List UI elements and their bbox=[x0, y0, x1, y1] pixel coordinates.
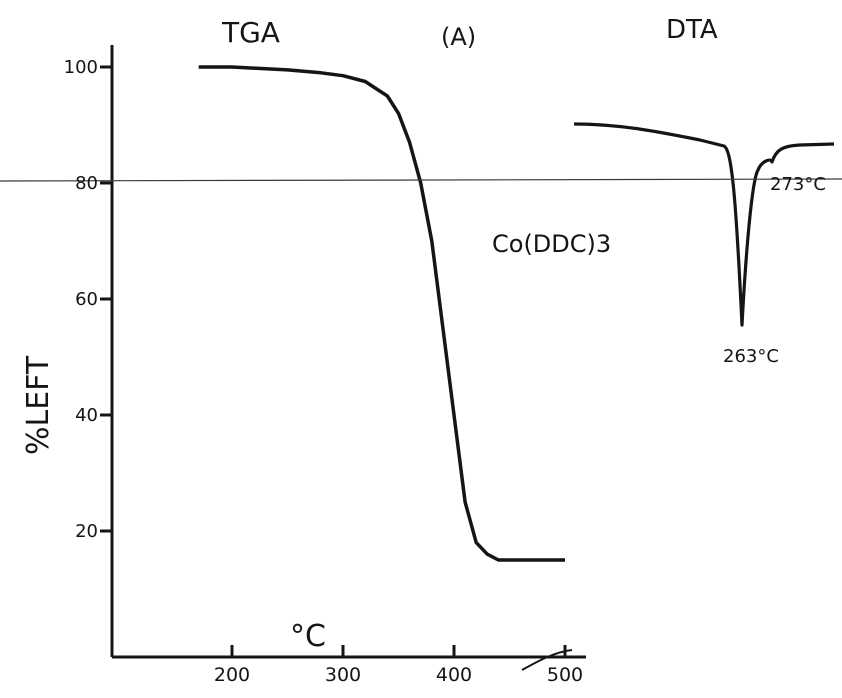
xlabel: °C bbox=[290, 619, 326, 654]
y-tick-label: 80 bbox=[75, 173, 98, 194]
labels-group: TGA (A) DTA Co(DDC)3 °C %LEFT 263°C 273°… bbox=[21, 15, 826, 686]
x-tick-label: 200 bbox=[214, 664, 250, 686]
dta-peak-minor-label: 273°C bbox=[770, 174, 826, 195]
marks-group bbox=[0, 65, 842, 671]
scan-line bbox=[0, 178, 842, 182]
x-tick-label: 500 bbox=[547, 664, 583, 686]
y-tick-label: 20 bbox=[75, 521, 98, 542]
dta-curve bbox=[573, 122, 835, 327]
tga-curve bbox=[198, 65, 565, 562]
compound-label: Co(DDC)3 bbox=[492, 230, 611, 258]
y-tick-label: 100 bbox=[64, 57, 98, 78]
axes-group bbox=[100, 45, 586, 659]
ylabel: %LEFT bbox=[21, 355, 56, 455]
dta-peak-main-label: 263°C bbox=[723, 346, 779, 367]
x-tick-label: 300 bbox=[325, 664, 361, 686]
dta-label: DTA bbox=[666, 15, 718, 45]
stray-stroke bbox=[521, 649, 573, 671]
tga-label: TGA bbox=[221, 16, 280, 49]
y-tick-label: 40 bbox=[75, 405, 98, 426]
y-tick-label: 60 bbox=[75, 289, 98, 310]
panel-label: (A) bbox=[441, 23, 476, 51]
x-tick-label: 400 bbox=[436, 664, 472, 686]
